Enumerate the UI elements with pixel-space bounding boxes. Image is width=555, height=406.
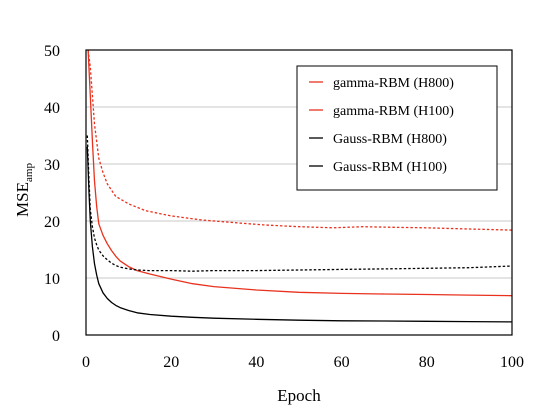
- x-tick-label-60: 60: [334, 354, 350, 371]
- y-tick-label-10: 10: [44, 271, 60, 288]
- legend-label-1: gamma-RBM (H800): [333, 76, 454, 91]
- series-line-4: [86, 135, 513, 272]
- series-line-2: [87, 49, 513, 297]
- y-tick-label-40: 40: [44, 100, 60, 117]
- y-axis-label-subscript: amp: [23, 163, 35, 182]
- x-axis-label: Epoch: [277, 386, 321, 405]
- legend: gamma-RBM (H800) gamma-RBM (H100) Gauss-RB…: [296, 65, 498, 191]
- y-tick-label-0: 0: [52, 328, 60, 345]
- plot-frame: [85, 49, 513, 336]
- x-tick-label-20: 20: [163, 354, 179, 371]
- y-tick-label-30: 30: [44, 157, 60, 174]
- y-tick-label-20: 20: [44, 214, 60, 231]
- x-tick-label-0: 0: [82, 354, 90, 371]
- legend-label-3: Gauss-RBM (H800): [333, 132, 447, 147]
- legend-box: [296, 65, 498, 191]
- series-line-3: [86, 146, 513, 323]
- x-tick-label-40: 40: [248, 354, 264, 371]
- series-line-1: [87, 49, 513, 231]
- y-axis-label: MSEamp: [13, 163, 35, 217]
- legend-label-4: Gauss-RBM (H100): [333, 160, 447, 175]
- y-axis-label-main: MSE: [13, 182, 32, 217]
- y-tick-labels: 0 10 20 30 40 50: [44, 43, 60, 345]
- y-tick-label-50: 50: [44, 43, 60, 60]
- legend-label-2: gamma-RBM (H100): [333, 104, 454, 119]
- x-tick-labels: 0 20 40 60 80 100: [82, 354, 524, 371]
- series-lines: [86, 49, 513, 323]
- x-tick-label-100: 100: [500, 354, 524, 371]
- x-tick-label-80: 80: [419, 354, 435, 371]
